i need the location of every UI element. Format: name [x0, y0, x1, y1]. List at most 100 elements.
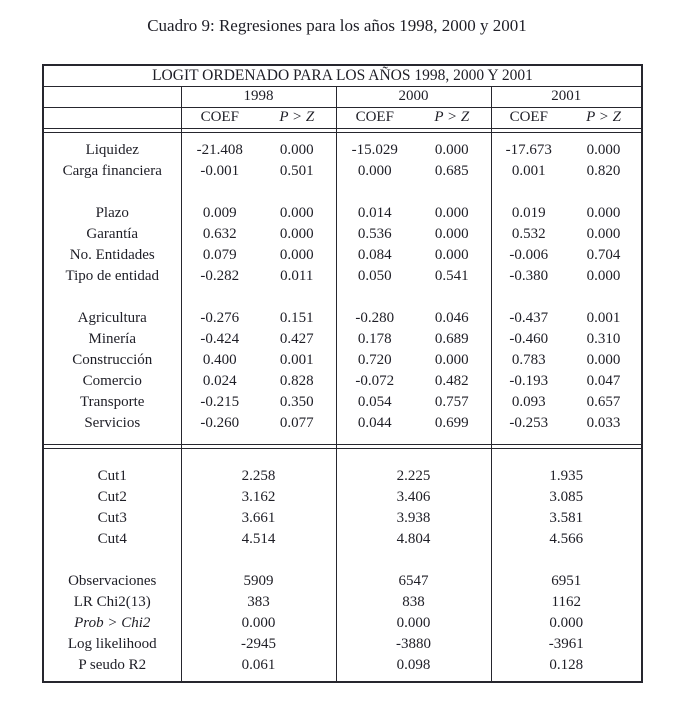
- row-label: Servicios: [43, 413, 182, 434]
- summary-row: LR Chi2(13) 383 838 1162: [43, 592, 642, 613]
- pz-value: 0.657: [586, 394, 621, 410]
- year-header-2000: 2000: [336, 86, 492, 108]
- pz-value: 0.757: [413, 392, 492, 413]
- spacer-cell: [336, 443, 492, 449]
- pz-value: 0.000: [413, 140, 492, 161]
- row-label: Minería: [43, 329, 182, 350]
- top-spacer-row: [43, 132, 642, 140]
- pz-value: 0.000: [258, 245, 337, 266]
- pz-value: 0.310: [586, 331, 621, 347]
- pz-value: 0.427: [258, 329, 337, 350]
- section-double-rule-row: [43, 443, 642, 449]
- subheader-row: COEF P > Z COEF P > Z COEF P > Z: [43, 107, 642, 129]
- row-label: Comercio: [43, 371, 182, 392]
- coef-header-2000: COEF: [336, 107, 413, 129]
- spacer-cell: [491, 448, 642, 466]
- pre-separator-spacer-row: [43, 434, 642, 444]
- spacer-cell: [181, 434, 337, 444]
- coef-value: -0.006: [509, 247, 549, 263]
- summary-value: -3880: [336, 634, 492, 655]
- coef-row: Carga financiera -0.001 0.501 0.000 0.685 0.0…: [43, 161, 642, 182]
- spacer-cell: [336, 132, 492, 140]
- spacer-cell: [491, 443, 642, 449]
- summary-value: 3.085: [549, 489, 584, 505]
- coef-value: 0.084: [357, 247, 392, 263]
- summary-row: Cut1 2.258 2.225 1.935: [43, 466, 642, 487]
- spacer-cell: [491, 132, 642, 140]
- pz-value: 0.501: [258, 161, 337, 182]
- pz-value: 0.828: [258, 371, 337, 392]
- row-label: Carga financiera: [43, 161, 182, 182]
- pz-value: 0.000: [586, 205, 621, 221]
- coef-value: -0.460: [509, 331, 549, 347]
- coef-value: -15.029: [351, 142, 398, 158]
- coef-value: 0.400: [202, 352, 237, 368]
- coef-value: 0.050: [357, 268, 392, 284]
- row-label: P seudo R2: [43, 655, 182, 676]
- coef-value: 0.720: [357, 352, 392, 368]
- coef-value: -17.673: [505, 142, 552, 158]
- row-label: LR Chi2(13): [43, 592, 182, 613]
- coef-row: Plazo 0.009 0.000 0.014 0.000 0.019 0.000: [43, 203, 642, 224]
- year-header-1998: 1998: [181, 86, 337, 108]
- header-double-rule-row: [43, 127, 642, 133]
- group-gap-row: [43, 182, 642, 203]
- coef-value: 0.019: [511, 205, 546, 221]
- coef-value: 0.536: [357, 226, 392, 242]
- pz-value: 0.000: [258, 224, 337, 245]
- spacer-cell: [336, 434, 492, 444]
- coef-header-2001: COEF: [491, 107, 566, 129]
- summary-value: 3.938: [336, 508, 492, 529]
- summary-value: 4.566: [549, 531, 584, 547]
- spacer-cell: [181, 550, 337, 571]
- pz-value: 0.033: [586, 415, 621, 431]
- table-body: Liquidez -21.408 0.000 -15.029 0.000 -17.673 0…: [43, 127, 642, 682]
- summary-value: 0.000: [549, 615, 584, 631]
- row-label: Cut4: [43, 529, 182, 550]
- pz-header-2000: P > Z: [413, 107, 492, 129]
- row-label: Agricultura: [43, 308, 182, 329]
- coef-value: -0.193: [509, 373, 549, 389]
- coef-value: 0.178: [357, 331, 392, 347]
- row-label: Cut3: [43, 508, 182, 529]
- coef-header-1998: COEF: [181, 107, 258, 129]
- coef-value: 0.009: [202, 205, 237, 221]
- coef-row: Garantía 0.632 0.000 0.536 0.000 0.532 0.000: [43, 224, 642, 245]
- pz-value: 0.482: [413, 371, 492, 392]
- group-gap-row: [43, 550, 642, 571]
- pz-value: 0.000: [413, 203, 492, 224]
- coef-value: -0.001: [200, 163, 240, 179]
- coef-value: -21.408: [196, 142, 243, 158]
- summary-value: 0.061: [181, 655, 337, 676]
- coef-row: Servicios -0.260 0.077 0.044 0.699 -0.253 0.03…: [43, 413, 642, 434]
- summary-value: 838: [336, 592, 492, 613]
- pz-value: 0.000: [258, 203, 337, 224]
- spacer-cell: [491, 182, 642, 203]
- spacer-cell: [336, 676, 492, 682]
- pz-value: 0.000: [258, 140, 337, 161]
- coef-value: 0.001: [511, 163, 546, 179]
- coef-row: Construcción 0.400 0.001 0.720 0.000 0.783 0.0…: [43, 350, 642, 371]
- row-label: Cut2: [43, 487, 182, 508]
- pz-value: 0.077: [258, 413, 337, 434]
- spacer-cell: [43, 287, 182, 308]
- spacer-cell: [43, 550, 182, 571]
- spacer-cell: [336, 448, 492, 466]
- summary-value: 6547: [336, 571, 492, 592]
- coef-value: -0.437: [509, 310, 549, 326]
- coef-value: -0.072: [355, 373, 395, 389]
- summary-row: Cut4 4.514 4.804 4.566: [43, 529, 642, 550]
- spacer-cell: [336, 182, 492, 203]
- pz-value: 0.350: [258, 392, 337, 413]
- summary-value: -2945: [181, 634, 337, 655]
- summary-value: 3.406: [336, 487, 492, 508]
- coef-value: 0.632: [202, 226, 237, 242]
- spacer-cell: [43, 182, 182, 203]
- table-header: LOGIT ORDENADO PARA LOS AÑOS 1998, 2000 …: [43, 65, 642, 129]
- table-caption: Cuadro 9: Regresiones para los años 1998…: [147, 16, 527, 35]
- summary-value: 0.128: [549, 657, 584, 673]
- summary-value: 6951: [551, 573, 582, 589]
- corner-cell: [43, 107, 182, 129]
- summary-value: 383: [181, 592, 337, 613]
- coef-row: Comercio 0.024 0.828 -0.072 0.482 -0.193 0.047: [43, 371, 642, 392]
